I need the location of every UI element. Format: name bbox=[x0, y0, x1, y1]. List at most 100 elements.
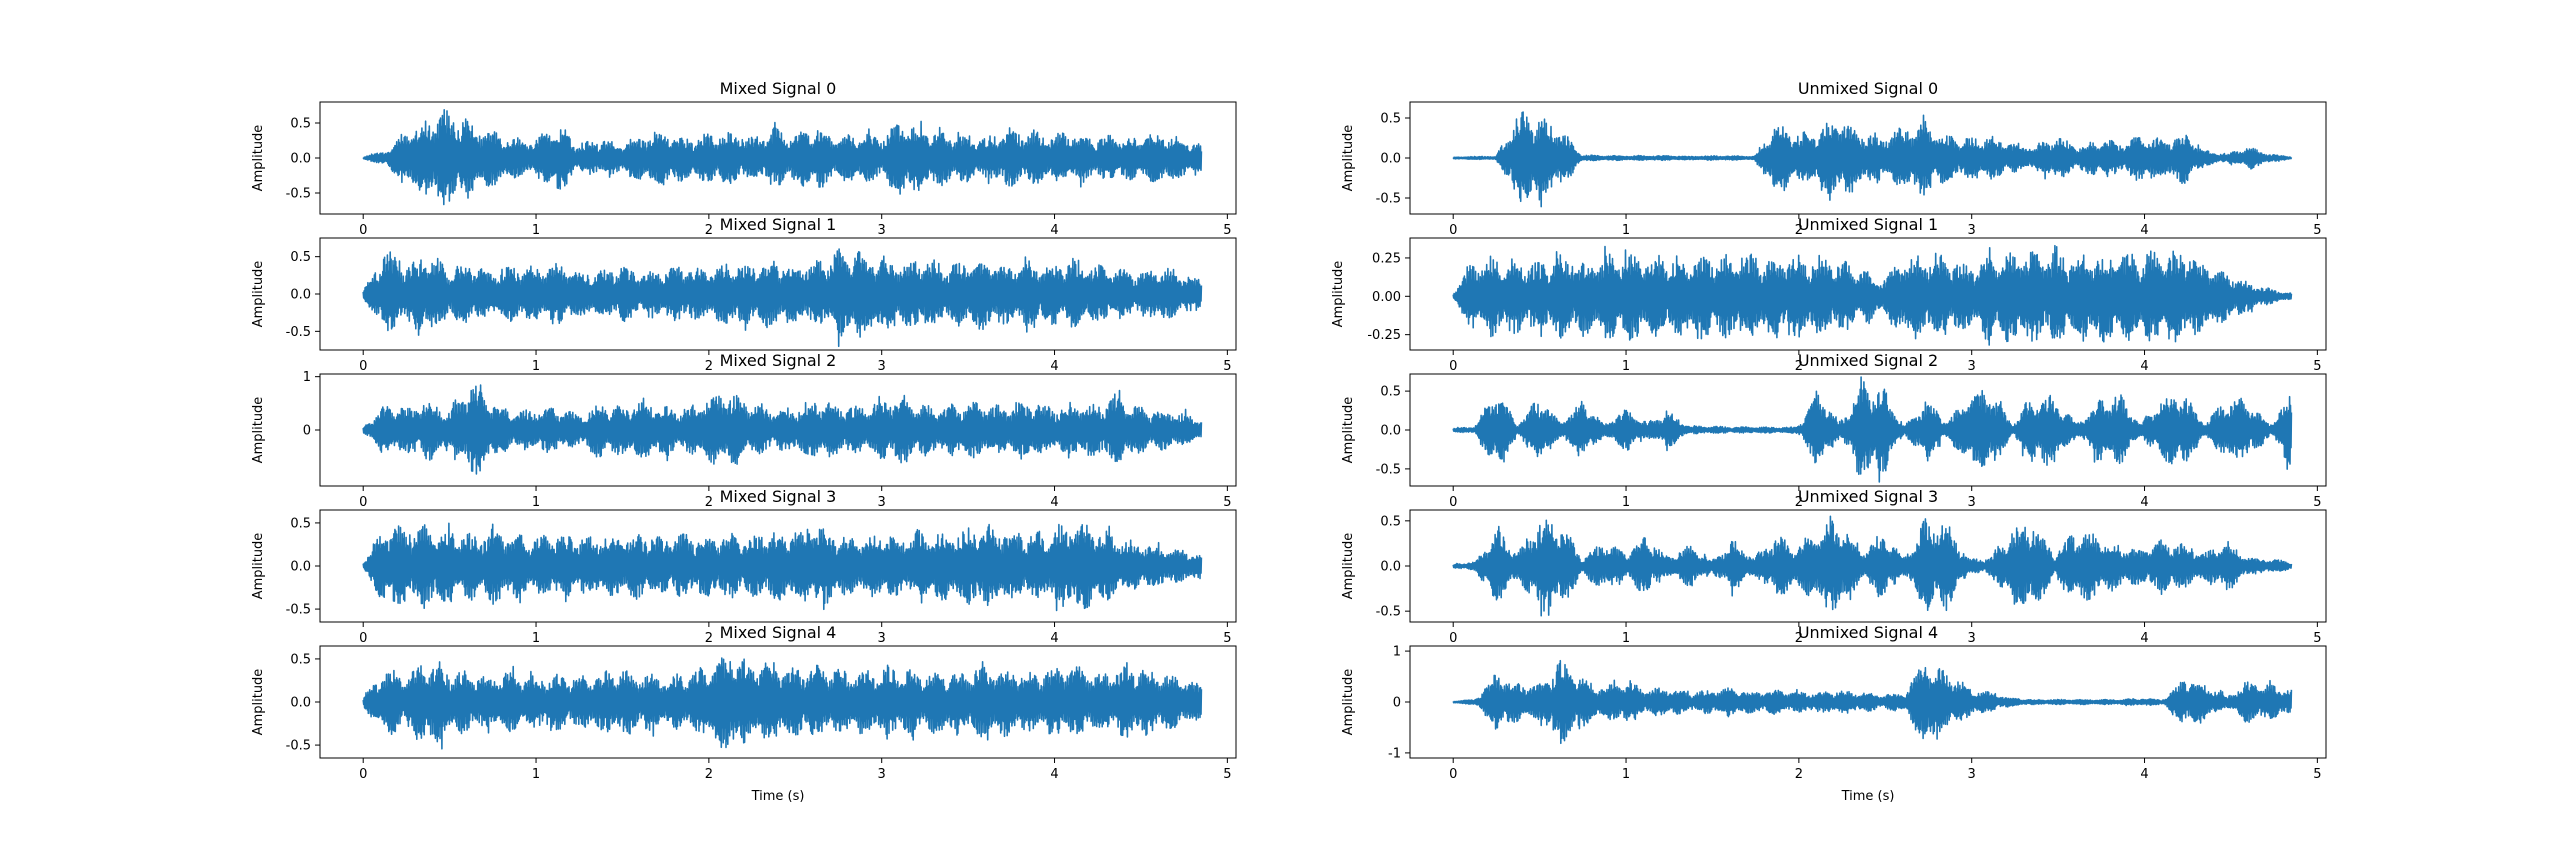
y-tick-label: 0.5 bbox=[1380, 385, 1401, 400]
x-tick-label: 0 bbox=[1449, 359, 1457, 374]
signal-waveform-4 bbox=[362, 657, 1203, 750]
x-tick-label: 2 bbox=[1795, 631, 1803, 646]
x-tick-label: 1 bbox=[532, 631, 540, 646]
subplot-title: Mixed Signal 3 bbox=[720, 487, 837, 506]
x-tick-label: 1 bbox=[1622, 495, 1630, 510]
x-tick-label: 4 bbox=[1050, 495, 1058, 510]
x-tick-label: 5 bbox=[1223, 495, 1231, 510]
y-tick-label: 0.0 bbox=[1380, 560, 1401, 575]
signal-waveform-7 bbox=[1452, 376, 2293, 483]
y-tick-label: 1 bbox=[303, 370, 311, 385]
subplot-title: Mixed Signal 0 bbox=[720, 79, 837, 98]
x-tick-label: 5 bbox=[2313, 223, 2321, 238]
x-tick-label: 1 bbox=[532, 359, 540, 374]
x-tick-label: 2 bbox=[705, 359, 713, 374]
x-tick-label: 5 bbox=[2313, 495, 2321, 510]
subplot-title: Unmixed Signal 2 bbox=[1798, 351, 1938, 370]
x-tick-label: 5 bbox=[2313, 767, 2321, 782]
x-tick-label: 5 bbox=[1223, 223, 1231, 238]
x-tick-label: 4 bbox=[1050, 223, 1058, 238]
x-tick-label: 0 bbox=[359, 495, 367, 510]
x-tick-label: 1 bbox=[1622, 631, 1630, 646]
x-tick-label: 0 bbox=[1449, 223, 1457, 238]
x-tick-label: 4 bbox=[2140, 359, 2148, 374]
signal-waveform-6 bbox=[1452, 244, 2293, 346]
x-tick-label: 5 bbox=[2313, 359, 2321, 374]
y-tick-label: 0.0 bbox=[1380, 424, 1401, 439]
subplot-title: Mixed Signal 1 bbox=[720, 215, 837, 234]
y-axis-label: Amplitude bbox=[251, 125, 266, 192]
x-tick-label: 5 bbox=[1223, 359, 1231, 374]
y-tick-label: 0.00 bbox=[1372, 290, 1401, 305]
y-tick-label: 0.0 bbox=[290, 696, 311, 711]
signal-waveform-0 bbox=[362, 109, 1203, 206]
x-tick-label: 1 bbox=[1622, 359, 1630, 374]
subplot-title: Mixed Signal 4 bbox=[720, 623, 837, 642]
x-tick-label: 3 bbox=[1968, 223, 1976, 238]
y-tick-label: -0.5 bbox=[286, 603, 311, 618]
subplot-title: Mixed Signal 2 bbox=[720, 351, 837, 370]
y-tick-label: 0.5 bbox=[290, 652, 311, 667]
x-tick-label: 0 bbox=[359, 359, 367, 374]
y-axis-label: Amplitude bbox=[251, 397, 266, 464]
x-tick-label: 1 bbox=[532, 223, 540, 238]
y-axis-label: Amplitude bbox=[1341, 533, 1356, 600]
y-tick-label: -0.5 bbox=[286, 325, 311, 340]
subplot-6: 0 1 2 3 4 5 -0.25 0.00 0.25 Unmixed Signal 1 Ampli… bbox=[1331, 215, 2327, 374]
y-tick-label: -0.5 bbox=[1376, 605, 1401, 620]
y-tick-label: -0.5 bbox=[1376, 462, 1401, 477]
subplot-4: 0 1 2 3 4 5 -0.5 0.0 0.5 Mixed Signal 4 Amplitude T… bbox=[251, 623, 1237, 804]
x-tick-label: 2 bbox=[1795, 223, 1803, 238]
x-tick-label: 2 bbox=[1795, 359, 1803, 374]
y-axis-label: Amplitude bbox=[1331, 261, 1346, 328]
y-tick-label: 0 bbox=[303, 424, 311, 439]
x-tick-label: 2 bbox=[705, 767, 713, 782]
x-tick-label: 3 bbox=[1968, 495, 1976, 510]
x-tick-label: 0 bbox=[359, 767, 367, 782]
subplot-title: Unmixed Signal 4 bbox=[1798, 623, 1938, 642]
subplot-title: Unmixed Signal 3 bbox=[1798, 487, 1938, 506]
y-tick-label: 0.5 bbox=[290, 250, 311, 265]
subplot-7: 0 1 2 3 4 5 -0.5 0.0 0.5 Unmixed Signal 2 Amplitud… bbox=[1341, 351, 2327, 510]
x-tick-label: 1 bbox=[532, 767, 540, 782]
subplot-9: 0 1 2 3 4 5 -1 0 1 Unmixed Signal 4 Amplitude Time … bbox=[1341, 623, 2327, 804]
x-tick-label: 5 bbox=[1223, 631, 1231, 646]
x-tick-label: 3 bbox=[1968, 767, 1976, 782]
subplot-title: Unmixed Signal 1 bbox=[1798, 215, 1938, 234]
x-tick-label: 4 bbox=[2140, 223, 2148, 238]
x-tick-label: 0 bbox=[359, 223, 367, 238]
y-tick-label: 0.0 bbox=[290, 152, 311, 167]
x-tick-label: 2 bbox=[705, 223, 713, 238]
x-tick-label: 2 bbox=[705, 495, 713, 510]
x-tick-label: 3 bbox=[878, 631, 886, 646]
subplot-5: 0 1 2 3 4 5 -0.5 0.0 0.5 Unmixed Signal 0 Amplitud… bbox=[1341, 79, 2327, 238]
x-tick-label: 4 bbox=[2140, 631, 2148, 646]
y-tick-label: 0.0 bbox=[1380, 152, 1401, 167]
signal-waveform-5 bbox=[1452, 111, 2293, 208]
y-tick-label: 0.5 bbox=[290, 516, 311, 531]
y-tick-label: 0.0 bbox=[290, 288, 311, 303]
y-tick-label: 0.0 bbox=[290, 560, 311, 575]
y-axis-label: Amplitude bbox=[251, 669, 266, 736]
y-tick-label: 0 bbox=[1393, 696, 1401, 711]
x-tick-label: 4 bbox=[2140, 767, 2148, 782]
x-tick-label: 5 bbox=[2313, 631, 2321, 646]
subplot-3: 0 1 2 3 4 5 -0.5 0.0 0.5 Mixed Signal 3 Amplitude bbox=[251, 487, 1237, 646]
x-tick-label: 3 bbox=[878, 223, 886, 238]
x-tick-label: 1 bbox=[1622, 223, 1630, 238]
x-tick-label: 3 bbox=[1968, 631, 1976, 646]
y-axis-label: Amplitude bbox=[1341, 125, 1356, 192]
y-axis-label: Amplitude bbox=[1341, 397, 1356, 464]
y-axis-label: Amplitude bbox=[251, 533, 266, 600]
y-axis-label: Amplitude bbox=[1341, 669, 1356, 736]
signal-waveform-2 bbox=[362, 384, 1203, 475]
y-tick-label: -0.5 bbox=[286, 739, 311, 754]
y-tick-label: 0.5 bbox=[1380, 112, 1401, 127]
x-tick-label: 0 bbox=[1449, 767, 1457, 782]
x-tick-label: 4 bbox=[1050, 631, 1058, 646]
axes-frame-6 bbox=[1409, 237, 2327, 351]
x-tick-label: 4 bbox=[2140, 495, 2148, 510]
x-tick-label: 3 bbox=[878, 359, 886, 374]
y-tick-label: 0.5 bbox=[290, 117, 311, 132]
y-tick-label: -1 bbox=[1388, 746, 1401, 761]
